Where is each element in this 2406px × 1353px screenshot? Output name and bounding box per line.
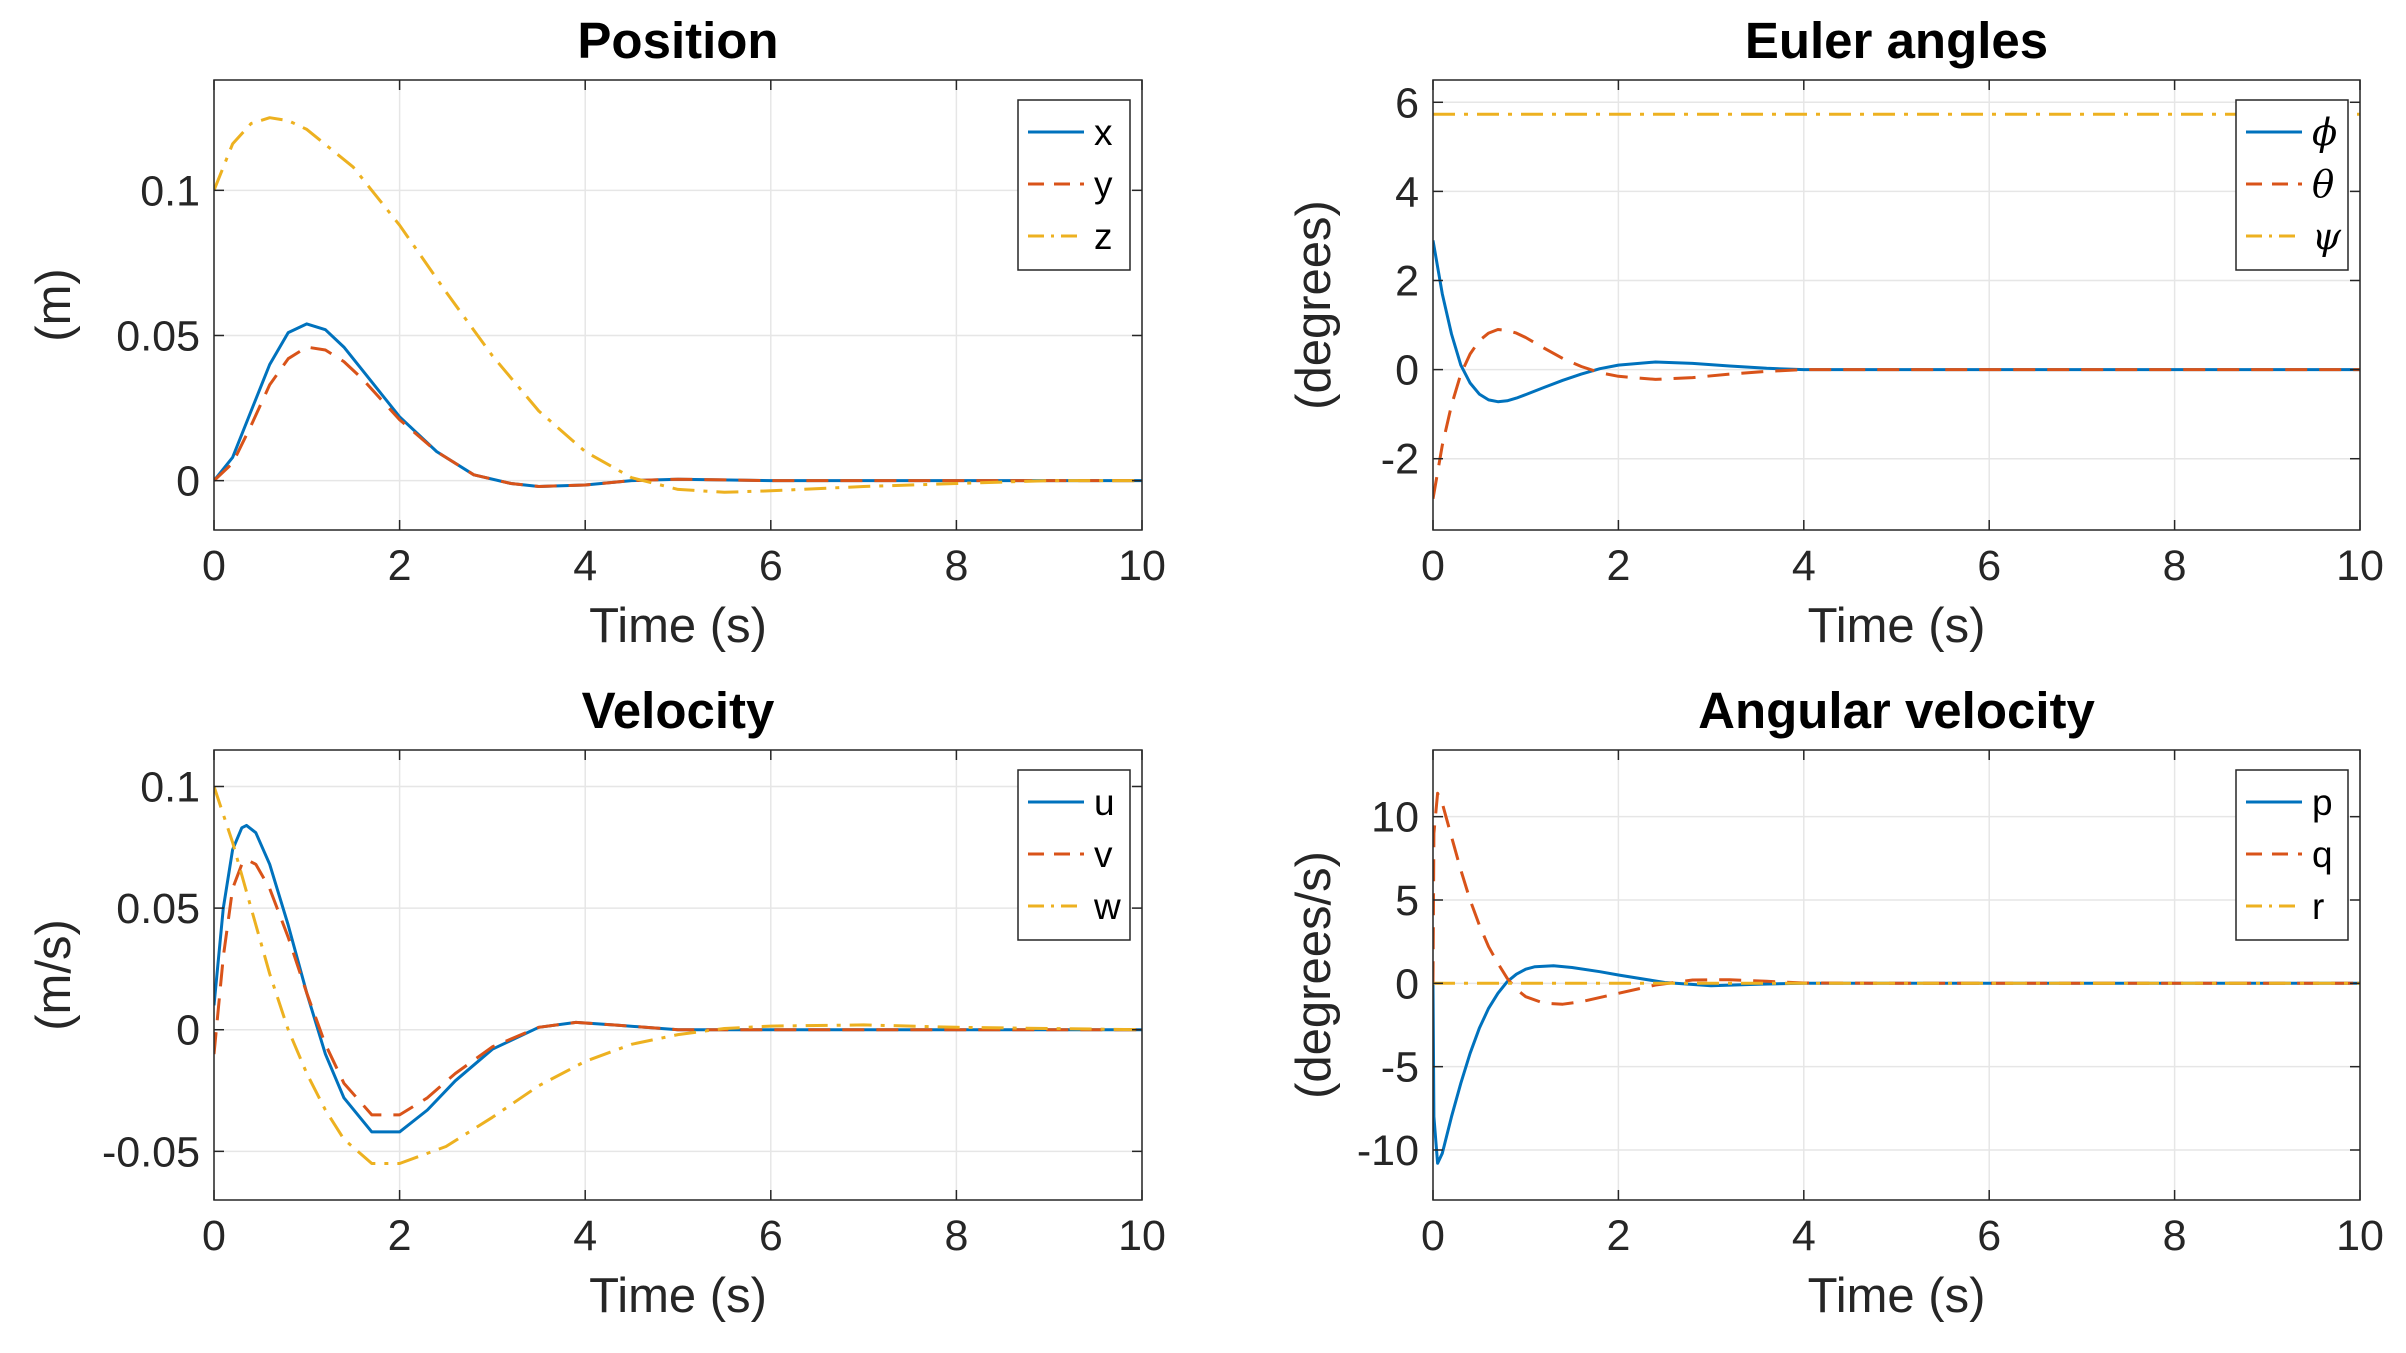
angular-velocity-x-tick-label: 10 <box>2336 1212 2384 1260</box>
angular-velocity-axes-box <box>1432 749 2361 1201</box>
euler-angles-series-group <box>1433 112 2360 500</box>
velocity-x-tick-label: 2 <box>388 1212 412 1260</box>
euler-angles-x-tick-label: 8 <box>2163 542 2187 590</box>
euler-angles-panel: 0 2 4 6 8 10 -2 0 2 4 6 Euler angles Time (s) (degree… <box>1287 12 2384 653</box>
euler-angles-axes-box <box>1432 79 2361 531</box>
angular-velocity-x-tick-label: 0 <box>1421 1212 1445 1260</box>
euler-angles-y-tick-label: 2 <box>1395 257 1419 305</box>
position-legend: xyz <box>1017 99 1131 271</box>
position-series-z-line <box>214 116 1142 494</box>
position-y-tick-label: 0 <box>176 458 200 506</box>
velocity-x-tick-label: 6 <box>759 1212 783 1260</box>
euler-angles-y-axis-label: (degrees) <box>1287 200 1341 410</box>
angular-velocity-title: Angular velocity <box>1698 682 2095 739</box>
position-panel: 0 2 4 6 8 10 0 0.05 0.1 Position Time (s) (m) xyz <box>27 12 1166 653</box>
velocity-y-axis-label: (m/s) <box>27 919 81 1031</box>
position-legend-label: x <box>1094 112 1113 153</box>
angular-velocity-y-tick-label: -5 <box>1381 1044 1419 1092</box>
angular-velocity-series-p-line <box>1433 964 2360 1165</box>
euler-angles-legend-label: θ <box>2312 163 2334 206</box>
velocity-x-tick-label: 8 <box>944 1212 968 1260</box>
position-legend-label: z <box>1094 216 1113 257</box>
position-x-axis-label: Time (s) <box>589 599 767 653</box>
euler-angles-y-tick-label: 6 <box>1395 79 1419 127</box>
position-series-y-line <box>214 345 1142 488</box>
velocity-legend-label: v <box>1094 834 1113 875</box>
angular-velocity-panel: 0 2 4 6 8 10 -10 -5 0 5 10 Angular velocity Time (s)… <box>1287 682 2384 1323</box>
velocity-x-tick-label: 4 <box>573 1212 597 1260</box>
position-y-axis-label: (m) <box>27 268 81 341</box>
euler-angles-x-tick-label: 10 <box>2336 542 2384 590</box>
angular-velocity-x-tick-label: 4 <box>1792 1212 1816 1260</box>
euler-angles-y-tick-label: 4 <box>1395 168 1419 216</box>
velocity-x-tick-label: 10 <box>1118 1212 1166 1260</box>
euler-angles-x-tick-label: 2 <box>1606 542 1630 590</box>
velocity-series-group <box>214 786 1142 1165</box>
euler-angles-legend: ϕθψ <box>2235 99 2349 271</box>
velocity-y-tick-label: 0 <box>176 1007 200 1055</box>
euler-angles-x-tick-label: 6 <box>1977 542 2001 590</box>
angular-velocity-y-tick-label: 5 <box>1395 877 1419 925</box>
velocity-series-u-line <box>214 823 1142 1134</box>
velocity-series-v-line <box>214 858 1142 1117</box>
euler-angles-y-tick-label: -2 <box>1381 436 1419 484</box>
velocity-legend-label: w <box>1093 886 1121 927</box>
euler-angles-title: Euler angles <box>1745 12 2048 69</box>
angular-velocity-legend-label: q <box>2312 834 2333 875</box>
position-legend-label: y <box>1094 164 1113 205</box>
euler-angles-series-phi-line <box>1433 240 2360 404</box>
angular-velocity-legend-label: p <box>2312 782 2333 823</box>
angular-velocity-y-tick-label: 0 <box>1395 960 1419 1008</box>
position-series-x-line <box>214 322 1142 488</box>
position-x-tick-label: 6 <box>759 542 783 590</box>
velocity-title: Velocity <box>582 682 775 739</box>
position-series-group <box>214 116 1142 494</box>
angular-velocity-series-group <box>1433 791 2360 1165</box>
euler-angles-x-tick-label: 4 <box>1792 542 1816 590</box>
angular-velocity-x-tick-label: 2 <box>1606 1212 1630 1260</box>
velocity-y-tick-label: 0.1 <box>140 763 200 811</box>
angular-velocity-y-axis-label: (degrees/s) <box>1287 851 1341 1099</box>
angular-velocity-series-q-line <box>1433 791 2360 1006</box>
velocity-x-tick-label: 0 <box>202 1212 226 1260</box>
angular-velocity-y-tick-label: -10 <box>1357 1127 1419 1175</box>
euler-angles-legend-label: ϕ <box>2312 111 2337 154</box>
position-x-tick-label: 8 <box>944 542 968 590</box>
euler-angles-legend-label: ψ <box>2312 215 2342 258</box>
velocity-x-axis-label: Time (s) <box>589 1269 767 1323</box>
velocity-legend-label: u <box>1094 782 1115 823</box>
angular-velocity-x-axis-label: Time (s) <box>1808 1269 1986 1323</box>
position-y-tick-label: 0.1 <box>140 167 200 215</box>
angular-velocity-legend: pqr <box>2235 769 2349 941</box>
angular-velocity-x-tick-label: 6 <box>1977 1212 2001 1260</box>
position-x-tick-label: 4 <box>573 542 597 590</box>
velocity-series-w-line <box>214 786 1142 1165</box>
euler-angles-x-axis-label: Time (s) <box>1808 599 1986 653</box>
position-y-tick-label: 0.05 <box>116 312 200 360</box>
angular-velocity-x-tick-label: 8 <box>2163 1212 2187 1260</box>
position-x-tick-label: 10 <box>1118 542 1166 590</box>
position-title: Position <box>577 12 778 69</box>
angular-velocity-legend-label: r <box>2312 886 2324 927</box>
position-x-tick-label: 0 <box>202 542 226 590</box>
angular-velocity-y-tick-label: 10 <box>1371 794 1419 842</box>
velocity-legend: uvw <box>1017 769 1131 941</box>
position-x-tick-label: 2 <box>388 542 412 590</box>
velocity-y-tick-label: -0.05 <box>102 1128 200 1176</box>
euler-angles-y-tick-label: 0 <box>1395 347 1419 395</box>
velocity-y-tick-label: 0.05 <box>116 885 200 933</box>
position-axes-box <box>213 79 1143 531</box>
euler-angles-x-tick-label: 0 <box>1421 542 1445 590</box>
velocity-axes-box <box>213 749 1143 1201</box>
euler-angles-series-theta-line <box>1433 328 2360 500</box>
